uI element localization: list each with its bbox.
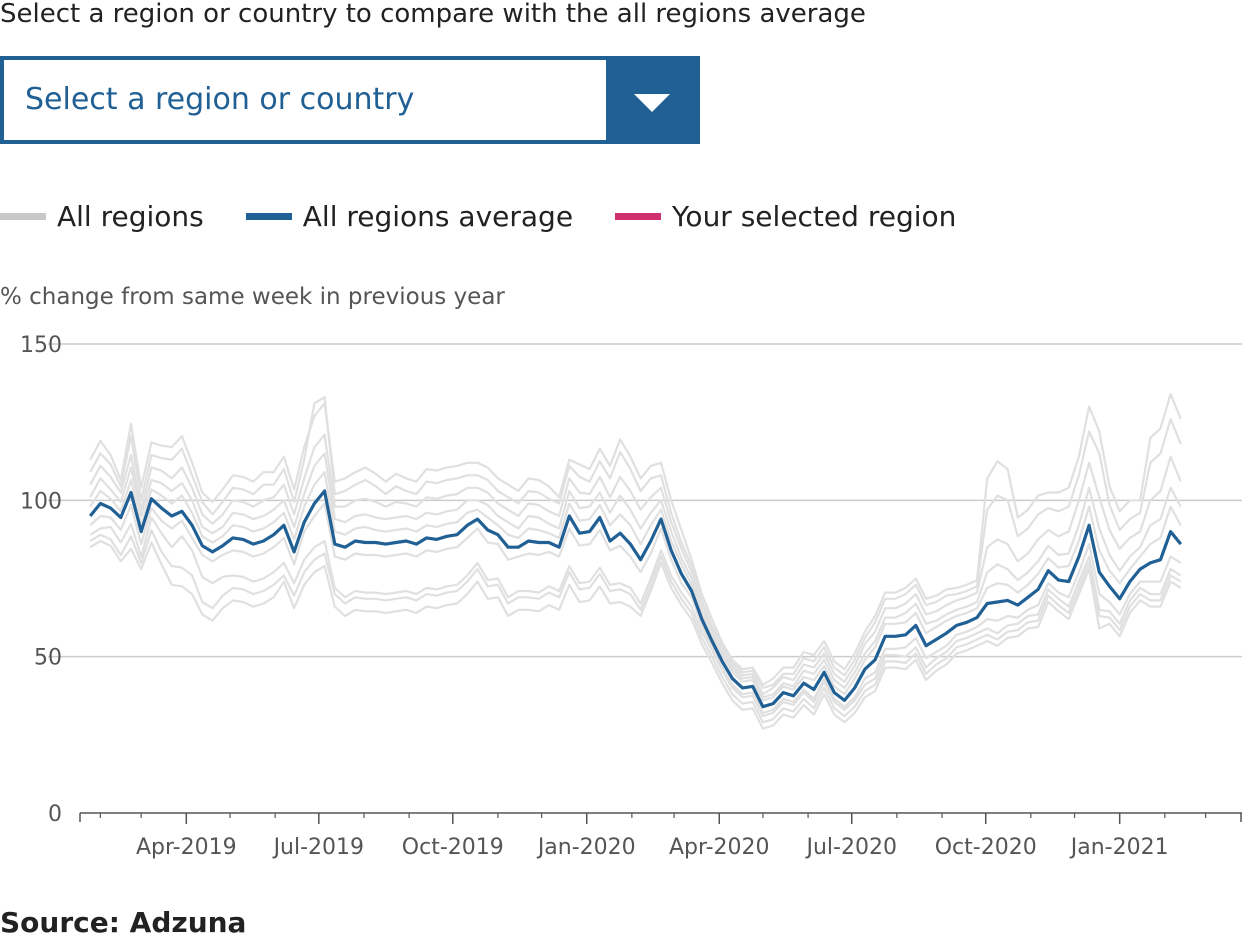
y-tick-label: 50 <box>34 646 62 671</box>
legend-swatch-selected-region <box>615 212 662 220</box>
region-series-line <box>89 502 1182 714</box>
region-series-line <box>89 396 1182 689</box>
chart-legend: All regions All regions average Your sel… <box>0 196 998 236</box>
region-series-line <box>89 392 1182 686</box>
x-tick-label: Apr-2020 <box>669 835 770 860</box>
x-tick-label: Apr-2019 <box>136 835 237 860</box>
legend-label-average: All regions average <box>302 199 574 233</box>
region-series-line <box>89 539 1182 730</box>
y-tick-label: 0 <box>48 802 62 827</box>
legend-item-selected-region: Your selected region <box>615 200 956 233</box>
legend-item-all-regions: All regions <box>0 200 204 233</box>
region-series-line <box>89 452 1182 699</box>
region-series-line <box>89 528 1182 724</box>
y-tick-label: 150 <box>20 333 62 358</box>
triangle-down-icon[interactable] <box>634 94 670 114</box>
region-select-face[interactable]: Select a region or country <box>4 60 606 140</box>
region-select-label: Select a region or country <box>25 82 415 117</box>
region-series-line <box>89 433 1182 696</box>
average-series-line <box>88 489 1183 709</box>
legend-item-average: All regions average <box>245 199 574 233</box>
x-tick-label: Jan-2020 <box>536 835 636 860</box>
x-tick-label: Jul-2020 <box>805 835 897 860</box>
y-tick-label: 100 <box>20 489 62 514</box>
legend-label-all-regions: All regions <box>57 199 204 233</box>
compare-prompt: Select a region or country to compare wi… <box>0 0 866 29</box>
legend-label-selected-region: Your selected region <box>672 199 957 233</box>
x-tick-label: Jan-2021 <box>1069 835 1169 860</box>
legend-swatch-all-regions <box>0 212 46 220</box>
line-chart: 0 50 100 150 Apr-2019 Jul-2019 Oct-2019 Jan-202… <box>20 333 1242 860</box>
region-series-line <box>89 471 1182 702</box>
source-note: Source: Adzuna <box>0 906 247 939</box>
legend-swatch-average <box>245 212 292 220</box>
x-tick-label: Oct-2019 <box>402 835 504 860</box>
y-axis-title: % change from same week in previous year <box>0 284 505 310</box>
region-series-line <box>89 516 1182 718</box>
x-tick-label: Jul-2019 <box>272 835 364 860</box>
region-select[interactable]: Select a region or country <box>0 56 700 144</box>
x-tick-label: Oct-2020 <box>935 835 1037 860</box>
